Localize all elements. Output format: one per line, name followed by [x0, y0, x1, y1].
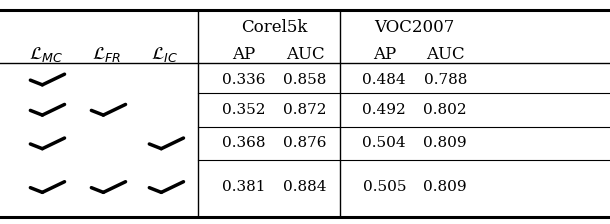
Text: Corel5k: Corel5k: [242, 19, 307, 37]
Text: 0.484: 0.484: [362, 73, 406, 86]
Text: VOC2007: VOC2007: [375, 19, 455, 37]
Text: 0.809: 0.809: [423, 180, 467, 194]
Text: AP: AP: [373, 46, 396, 63]
Text: AP: AP: [232, 46, 256, 63]
Text: $\mathcal{L}_{MC}$: $\mathcal{L}_{MC}$: [29, 45, 63, 64]
Text: 0.336: 0.336: [222, 73, 266, 86]
Text: 0.504: 0.504: [362, 136, 406, 150]
Text: 0.876: 0.876: [283, 136, 327, 150]
Text: 0.809: 0.809: [423, 136, 467, 150]
Text: 0.352: 0.352: [222, 103, 266, 117]
Text: 0.505: 0.505: [362, 180, 406, 194]
Text: 0.368: 0.368: [222, 136, 266, 150]
Text: 0.381: 0.381: [222, 180, 266, 194]
Text: 0.872: 0.872: [283, 103, 327, 117]
Text: AUC: AUC: [285, 46, 325, 63]
Text: 0.492: 0.492: [362, 103, 406, 117]
Text: $\mathcal{L}_{IC}$: $\mathcal{L}_{IC}$: [151, 45, 178, 64]
Text: 0.858: 0.858: [283, 73, 327, 86]
Text: 0.884: 0.884: [283, 180, 327, 194]
Text: 0.788: 0.788: [423, 73, 467, 86]
Text: 0.802: 0.802: [423, 103, 467, 117]
Text: $\mathcal{L}_{FR}$: $\mathcal{L}_{FR}$: [92, 45, 121, 64]
Text: AUC: AUC: [426, 46, 465, 63]
